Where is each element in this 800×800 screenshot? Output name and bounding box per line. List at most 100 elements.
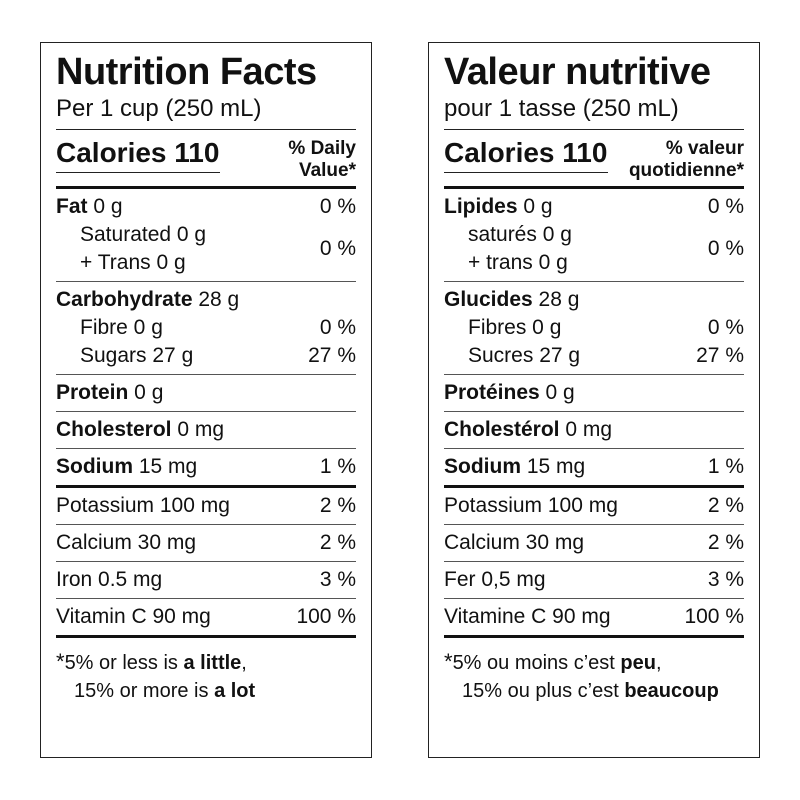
potassium-pct: 2 %: [319, 494, 356, 517]
protein-label: Protéines: [444, 381, 540, 404]
protein-group: Protein 0 g: [56, 375, 356, 412]
cholesterol-label: Cholesterol: [56, 418, 172, 441]
iron-text: Iron 0.5 mg: [56, 568, 163, 591]
calcium-pct: 2 %: [707, 531, 744, 554]
daily-value-header-line1: % valeur: [665, 138, 744, 159]
footnote: *5% or less is a little, 15% or more is …: [56, 638, 356, 705]
sodium-pct: 1 %: [707, 455, 744, 478]
cholesterol-amount: 0 mg: [171, 418, 225, 441]
potassium-text: Potassium 100 mg: [56, 494, 230, 517]
cholesterol-amount: 0 mg: [559, 418, 613, 441]
fibre-row: Fibres 0 g 0 %: [444, 314, 744, 342]
footnote-line1-post: ,: [655, 652, 662, 674]
serving-size: pour 1 tasse (250 mL): [444, 95, 744, 130]
vitamin-c-row: Vitamin C 90 mg 100 %: [56, 603, 356, 631]
iron-row: Iron 0.5 mg 3 %: [56, 566, 356, 594]
vitamin-c-pct: 100 %: [296, 605, 356, 628]
sugars-row: Sugars 27 g 27 %: [56, 342, 356, 370]
fat-row: Fat 0 g 0 %: [56, 193, 356, 221]
carbohydrate-group: Carbohydrate 28 g Fibre 0 g 0 % Sugars 2…: [56, 282, 356, 375]
fibre-pct: 0 %: [707, 316, 744, 339]
daily-value-header-line2: quotidienne*: [628, 160, 744, 181]
carbohydrate-label: Carbohydrate: [56, 288, 193, 311]
carbohydrate-amount: 28 g: [192, 288, 240, 311]
daily-value-header: % Daily Value*: [288, 138, 356, 182]
sodium-row: Sodium 15 mg 1 %: [444, 453, 744, 481]
footnote: *5% ou moins c’est peu, 15% ou plus c’es…: [444, 638, 744, 705]
sodium-amount: 15 mg: [133, 455, 198, 478]
sodium-label: Sodium: [444, 455, 521, 478]
trans-fat: + Trans 0 g: [80, 251, 186, 274]
carbohydrate-group: Glucides 28 g Fibres 0 g 0 % Sucres 27 g…: [444, 282, 744, 375]
sodium-group: Sodium 15 mg 1 %: [444, 449, 744, 488]
trans-fat: + trans 0 g: [468, 251, 568, 274]
footnote-line1: *5% ou moins c’est peu,: [444, 648, 744, 677]
protein-amount: 0 g: [539, 381, 575, 404]
footnote-line2-pre: 15% or more is: [74, 680, 215, 702]
calcium-group: Calcium 30 mg 2 %: [444, 525, 744, 562]
sugars-pct: 27 %: [308, 344, 356, 367]
cholesterol-row: Cholesterol 0 mg: [56, 416, 356, 444]
calories-label: Calories 110: [444, 137, 608, 168]
iron-row: Fer 0,5 mg 3 %: [444, 566, 744, 594]
saturated-fat: Saturated 0 g: [80, 223, 207, 246]
footnote-line1-bold: peu: [620, 652, 656, 674]
potassium-group: Potassium 100 mg 2 %: [56, 488, 356, 525]
sodium-row: Sodium 15 mg 1 %: [56, 453, 356, 481]
daily-value-header-line2: Value*: [298, 160, 356, 181]
sodium-amount: 15 mg: [521, 455, 586, 478]
sugars-row: Sucres 27 g 27 %: [444, 342, 744, 370]
carbohydrate-label: Glucides: [444, 288, 533, 311]
iron-pct: 3 %: [319, 568, 356, 591]
potassium-group: Potassium 100 mg 2 %: [444, 488, 744, 525]
cholesterol-label: Cholestérol: [444, 418, 560, 441]
fat-group: Lipides 0 g 0 % saturés 0 g + trans 0 g …: [444, 189, 744, 282]
sat-trans-pct: 0 %: [707, 237, 744, 260]
vitamin-c-row: Vitamine C 90 mg 100 %: [444, 603, 744, 631]
serving-size: Per 1 cup (250 mL): [56, 95, 356, 130]
sat-trans-pct: 0 %: [319, 237, 356, 260]
calcium-text: Calcium 30 mg: [444, 531, 585, 554]
panel-title: Nutrition Facts: [56, 51, 317, 93]
sugars-text: Sugars 27 g: [80, 344, 194, 367]
vitamin-c-text: Vitamin C 90 mg: [56, 605, 211, 628]
footnote-line2: 15% ou plus c’est beaucoup: [444, 677, 744, 705]
fat-pct: 0 %: [319, 195, 356, 218]
nutrition-facts-panel-english: Nutrition Facts Per 1 cup (250 mL) Calor…: [40, 42, 372, 758]
protein-row: Protein 0 g: [56, 379, 356, 407]
calories-underline: [444, 172, 608, 173]
fibre-row: Fibre 0 g 0 %: [56, 314, 356, 342]
vitamin-c-group: Vitamin C 90 mg 100 %: [56, 599, 356, 638]
protein-label: Protein: [56, 381, 129, 404]
sodium-label: Sodium: [56, 455, 133, 478]
fat-group: Fat 0 g 0 % Saturated 0 g + Trans 0 g 0 …: [56, 189, 356, 282]
vitamin-c-group: Vitamine C 90 mg 100 %: [444, 599, 744, 638]
protein-group: Protéines 0 g: [444, 375, 744, 412]
saturated-fat: saturés 0 g: [468, 223, 572, 246]
calcium-pct: 2 %: [319, 531, 356, 554]
carbohydrate-row: Carbohydrate 28 g: [56, 286, 356, 314]
footnote-line2-bold: a lot: [214, 680, 256, 702]
footnote-star: *: [444, 649, 453, 674]
footnote-line2: 15% or more is a lot: [56, 677, 356, 705]
footnote-line2-bold: beaucoup: [624, 680, 719, 702]
protein-amount: 0 g: [128, 381, 164, 404]
fibre-pct: 0 %: [319, 316, 356, 339]
carbohydrate-row: Glucides 28 g: [444, 286, 744, 314]
daily-value-header-line1: % Daily: [288, 138, 356, 159]
fat-pct: 0 %: [707, 195, 744, 218]
potassium-pct: 2 %: [707, 494, 744, 517]
footnote-line1: *5% or less is a little,: [56, 648, 356, 677]
vitamin-c-pct: 100 %: [684, 605, 744, 628]
carbohydrate-amount: 28 g: [532, 288, 580, 311]
vitamin-c-text: Vitamine C 90 mg: [444, 605, 611, 628]
calcium-text: Calcium 30 mg: [56, 531, 197, 554]
protein-row: Protéines 0 g: [444, 379, 744, 407]
fat-amount: 0 g: [517, 195, 553, 218]
footnote-star: *: [56, 649, 65, 674]
cholesterol-group: Cholesterol 0 mg: [56, 412, 356, 449]
iron-pct: 3 %: [707, 568, 744, 591]
sugars-text: Sucres 27 g: [468, 344, 581, 367]
iron-text: Fer 0,5 mg: [444, 568, 546, 591]
sugars-pct: 27 %: [696, 344, 744, 367]
